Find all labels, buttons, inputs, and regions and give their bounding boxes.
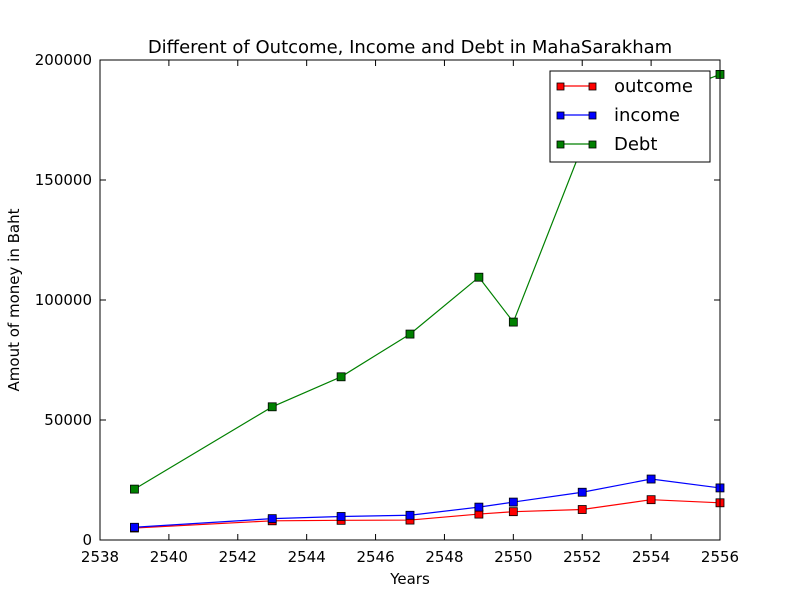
x-tick-label: 2550: [494, 548, 532, 566]
data-point-debt-2545: [336, 372, 346, 382]
data-point-income-2545: [336, 512, 346, 521]
data-point-income-2547: [405, 510, 415, 520]
legend-label-income: income: [614, 105, 680, 126]
legend-label-outcome: outcome: [614, 76, 693, 97]
x-tick-label: 2540: [150, 548, 188, 566]
data-point-debt-2550: [508, 317, 518, 327]
y-tick-label: 150000: [35, 171, 92, 189]
legend-marker-outcome-right: [588, 82, 597, 91]
legend-marker-income-right: [588, 111, 597, 120]
x-tick-label: 2552: [563, 548, 601, 566]
y-tick-label: 50000: [44, 411, 92, 429]
data-point-debt-2547: [405, 329, 415, 339]
legend-marker-debt-right: [588, 140, 597, 149]
data-point-income-2549: [474, 502, 484, 512]
plot-group: 2538 2540 2542 2544 2546 2548 2550 2552 2554 2556…: [35, 51, 739, 566]
data-point-debt-2549: [474, 272, 484, 282]
x-tick-label: 2538: [81, 548, 119, 566]
data-point-debt-2543: [267, 402, 277, 412]
x-axis-ticks: 2538 2540 2542 2544 2546 2548 2550 2552 2554 2556: [81, 60, 739, 566]
y-axis-label: Amout of money in Baht: [5, 208, 23, 391]
y-tick-label: 100000: [35, 291, 92, 309]
chart-title: Different of Outcome, Income and Debt in…: [148, 37, 672, 58]
legend-item-income: income: [556, 105, 680, 126]
data-point-outcome-2552: [577, 505, 587, 514]
legend-marker-income-left: [556, 111, 565, 120]
legend-marker-debt-left: [556, 140, 565, 149]
data-point-outcome-2550: [508, 507, 518, 517]
legend-marker-outcome-left: [556, 82, 565, 91]
y-tick-label: 200000: [35, 51, 92, 69]
data-point-income-2550: [508, 497, 518, 507]
x-axis-label: Years: [389, 570, 430, 588]
legend-label-debt: Debt: [614, 134, 657, 155]
data-point-debt-2539: [130, 484, 139, 494]
data-point-outcome-2554: [646, 495, 656, 505]
x-tick-label: 2544: [288, 548, 326, 566]
legend-item-debt: Debt: [556, 134, 657, 155]
data-point-income-2543: [267, 514, 277, 524]
x-tick-label: 2546: [356, 548, 394, 566]
legend-item-outcome: outcome: [556, 76, 693, 97]
x-tick-label: 2556: [701, 548, 739, 566]
data-point-income-2554: [646, 474, 656, 484]
x-tick-label: 2554: [632, 548, 670, 566]
data-point-income-2552: [577, 487, 587, 497]
y-axis-ticks: 0 50000 100000 150000 200000: [35, 51, 720, 549]
x-tick-label: 2548: [425, 548, 463, 566]
legend: outcome income Debt: [549, 70, 711, 163]
x-tick-label: 2542: [219, 548, 257, 566]
data-point-income-2539: [130, 522, 139, 532]
y-tick-label: 0: [82, 531, 92, 549]
